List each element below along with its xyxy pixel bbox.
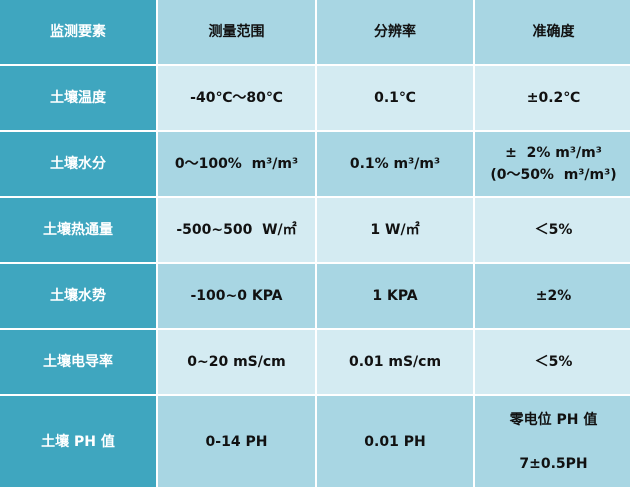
cell-text: 0-14 PH xyxy=(205,433,268,450)
cell-text: 0~20 mS/cm xyxy=(187,354,286,370)
cell-line: (0～50% m³/m³) xyxy=(490,167,617,183)
row-header: 土壤温度 xyxy=(0,66,156,130)
cell-text: 土壤 PH 值 xyxy=(41,433,115,450)
table-cell: 0-14 PH xyxy=(158,396,315,487)
cell-line: 7±0.5PH xyxy=(519,455,588,472)
table-cell: 0～100% m³/m³ xyxy=(158,132,315,196)
row-header: 土壤热通量 xyxy=(0,198,156,262)
table-cell: ±2% xyxy=(475,264,630,328)
cell-text: 0.1% m³/m³ xyxy=(349,156,441,172)
cell-text: 1 KPA xyxy=(372,288,418,304)
table-cell: 1 W/㎡ xyxy=(317,198,473,262)
row-header: 土壤水势 xyxy=(0,264,156,328)
table-cell: 0.01 PH xyxy=(317,396,473,487)
cell-line: ± 2% m³/m³ xyxy=(505,145,602,161)
table-cell: -40℃～80℃ xyxy=(158,66,315,130)
row-header: 土壤 PH 值 xyxy=(0,396,156,487)
cell-text: 准确度 xyxy=(532,24,575,40)
header-cell: 测量范围 xyxy=(158,0,315,64)
cell-text: 监测要素 xyxy=(50,24,106,40)
table-cell: ＜5% xyxy=(475,330,630,394)
cell-text: 土壤水势 xyxy=(50,288,106,304)
cell-text: -100~0 KPA xyxy=(190,288,283,304)
header-cell: 监测要素 xyxy=(0,0,156,64)
cell-line: 零电位 PH 值 xyxy=(509,411,598,428)
cell-text: 1 W/㎡ xyxy=(370,222,420,238)
table-cell: ±0.2℃ xyxy=(475,66,630,130)
cell-text: ±2% xyxy=(535,288,572,304)
table-cell: -100~0 KPA xyxy=(158,264,315,328)
cell-text: 0～100% m³/m³ xyxy=(174,156,299,172)
table-cell: 0~20 mS/cm xyxy=(158,330,315,394)
table-cell: ± 2% m³/m³ (0～50% m³/m³) xyxy=(475,132,630,196)
table-cell: -500~500 W/㎡ xyxy=(158,198,315,262)
cell-text: 分辨率 xyxy=(374,24,416,40)
cell-text: ＜5% xyxy=(534,354,573,370)
row-header: 土壤水分 xyxy=(0,132,156,196)
cell-text: -500~500 W/㎡ xyxy=(176,222,297,238)
cell-text: 0.01 PH xyxy=(364,433,426,450)
cell-text: 0.1℃ xyxy=(374,90,416,106)
cell-text: 测量范围 xyxy=(208,24,265,40)
cell-text: -40℃～80℃ xyxy=(190,90,283,106)
cell-text: ＜5% xyxy=(534,222,573,238)
header-cell: 分辨率 xyxy=(317,0,473,64)
table-cell: ＜5% xyxy=(475,198,630,262)
table-cell: 0.01 mS/cm xyxy=(317,330,473,394)
cell-text: 土壤电导率 xyxy=(43,354,113,370)
table-cell: 0.1% m³/m³ xyxy=(317,132,473,196)
header-cell: 准确度 xyxy=(475,0,630,64)
cell-text: 土壤热通量 xyxy=(43,222,113,238)
cell-text: ±0.2℃ xyxy=(526,90,581,106)
table-cell: 0.1℃ xyxy=(317,66,473,130)
table-cell: 1 KPA xyxy=(317,264,473,328)
row-header: 土壤电导率 xyxy=(0,330,156,394)
cell-text: 0.01 mS/cm xyxy=(348,354,442,370)
table-cell: 零电位 PH 值 7±0.5PH xyxy=(475,396,630,487)
cell-text: 土壤水分 xyxy=(50,156,106,172)
cell-text: 土壤温度 xyxy=(50,90,106,106)
